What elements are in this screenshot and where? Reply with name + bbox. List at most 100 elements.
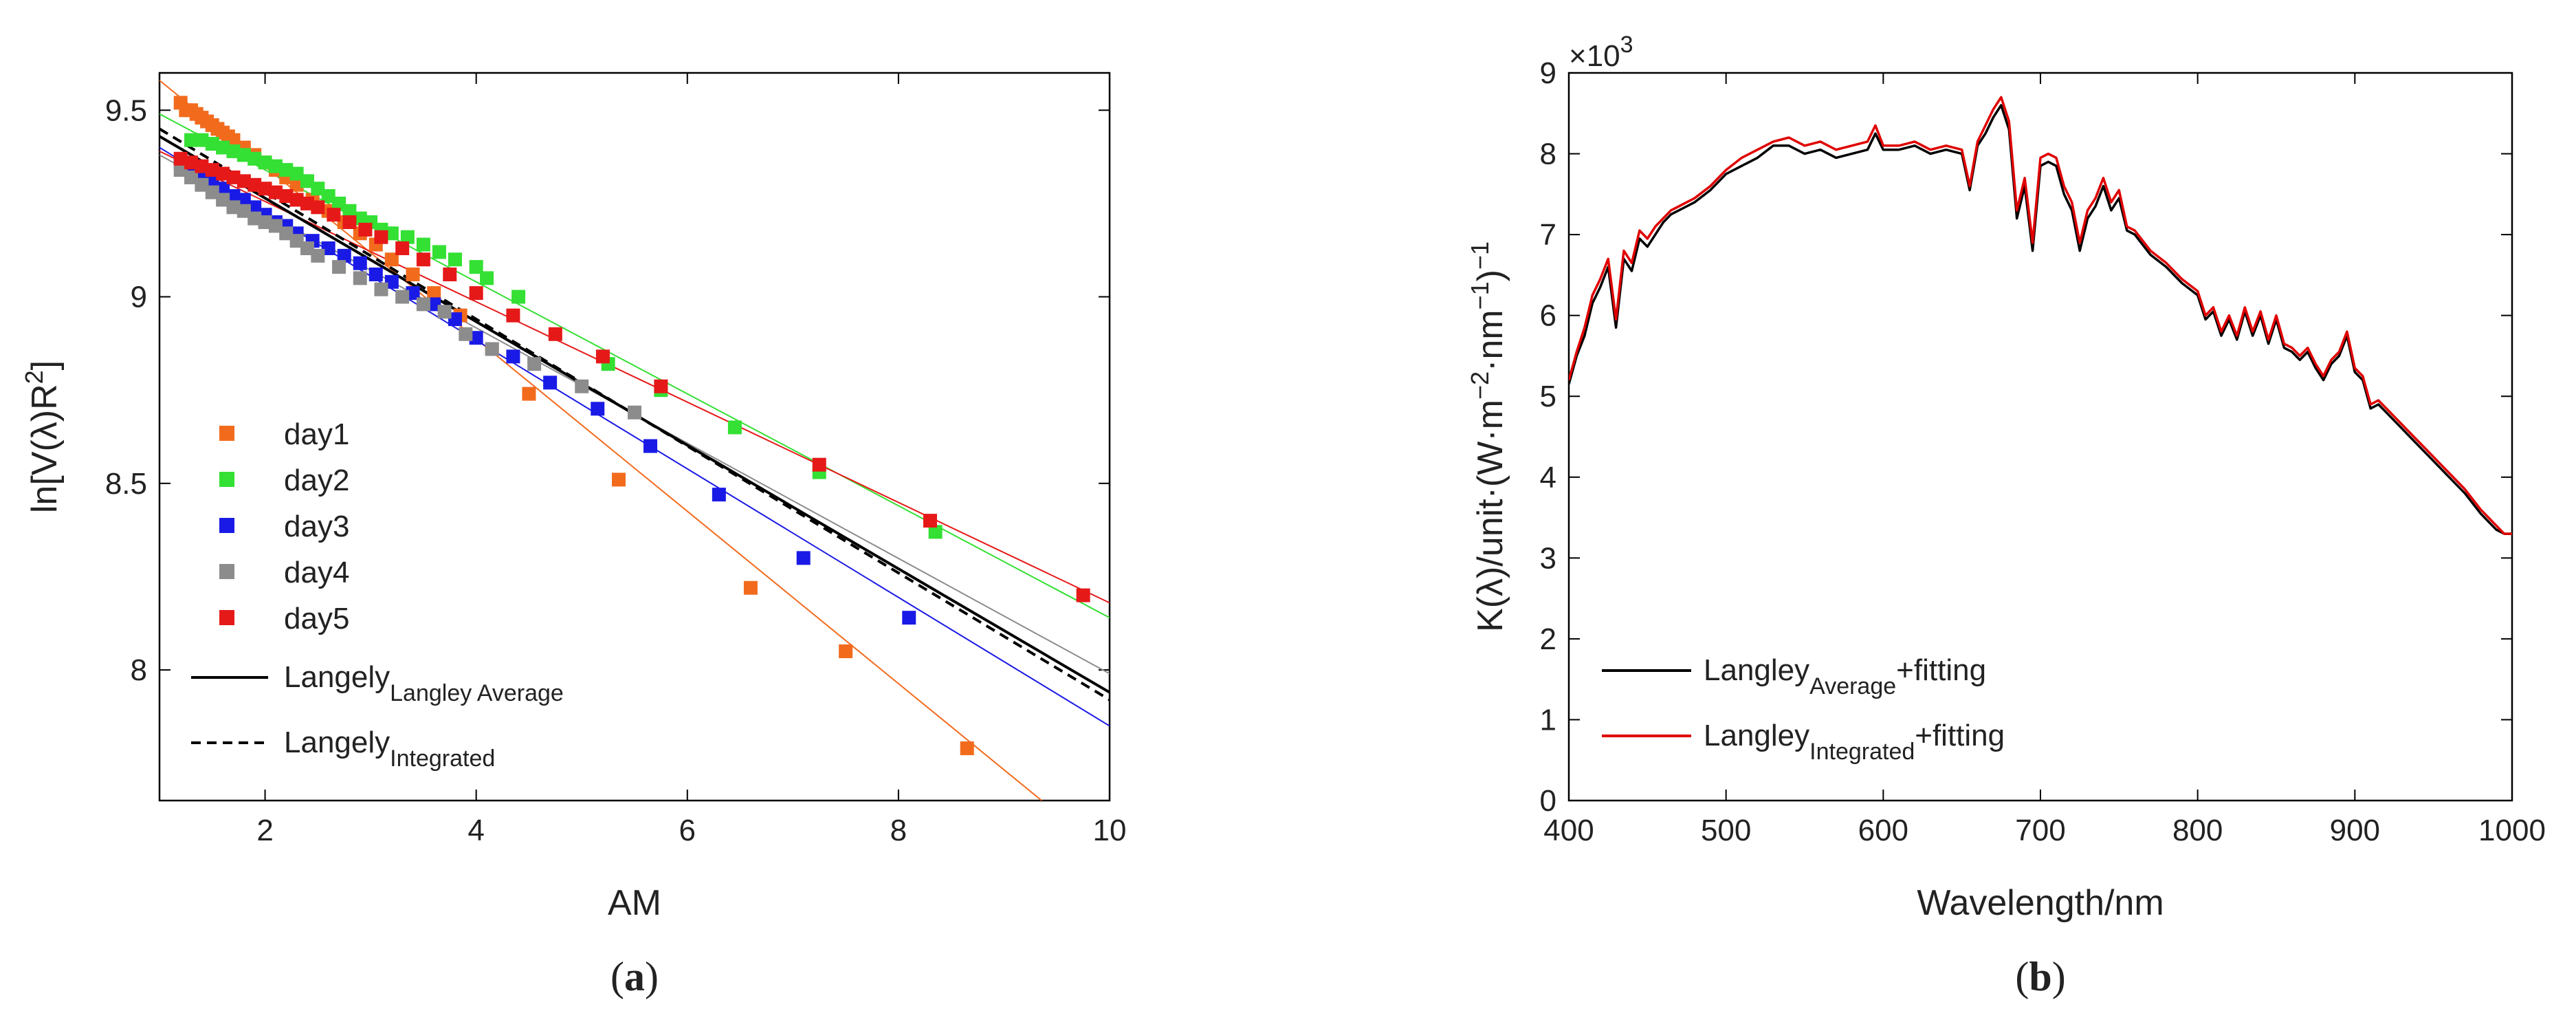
- day3-legend-marker: [219, 518, 234, 533]
- day3-point: [384, 274, 399, 289]
- panel-b-x-tick-label: 700: [2015, 814, 2065, 847]
- day4-point: [416, 297, 430, 312]
- panel-a-data-points: [173, 96, 1090, 756]
- day2-point: [289, 166, 304, 181]
- panel-b-plot-frame: [1567, 72, 2513, 802]
- day4-point: [226, 200, 241, 215]
- day2-legend-label: day2: [284, 464, 349, 497]
- day3-point: [406, 286, 420, 301]
- panel-a-x-tick-label: 4: [467, 814, 484, 847]
- panel-b-y-tick-label: 9: [1540, 56, 1556, 90]
- day5-point: [226, 170, 241, 184]
- panel-b-y-multiplier: ×103: [1569, 32, 1633, 73]
- day4-point: [184, 170, 199, 184]
- day4-point: [459, 327, 473, 341]
- panel-b-y-tick-label: 5: [1540, 380, 1556, 413]
- day3-point: [226, 189, 241, 204]
- day2-point: [384, 226, 399, 241]
- day4-legend-marker: [219, 564, 234, 579]
- panel-b-series-lines: [1569, 96, 2512, 535]
- day2-point: [432, 245, 446, 259]
- day4-point: [353, 271, 367, 285]
- day5-point: [812, 457, 826, 472]
- panel-a-legend: day1 day2 day3 day4 day5 LangelyLangley Avera…: [191, 417, 564, 772]
- day5-point: [358, 222, 373, 237]
- day5-point: [1076, 588, 1090, 602]
- panel-b-x-tick-label: 500: [1701, 814, 1751, 847]
- day1-legend-marker: [219, 426, 234, 441]
- day4-point: [527, 357, 542, 371]
- day5-point: [469, 286, 483, 301]
- day5-point: [195, 159, 209, 173]
- panel-b-x-tick-label: 600: [1858, 814, 1908, 847]
- day2-point: [400, 230, 415, 244]
- panel-b-y-tick-label: 3: [1540, 541, 1556, 575]
- day5-point: [443, 267, 457, 281]
- day1-point: [406, 267, 420, 281]
- panel-b-y-tick-label: 1: [1540, 703, 1556, 737]
- day2-point: [928, 525, 943, 539]
- day2-point: [416, 237, 430, 252]
- day2-point: [480, 271, 494, 285]
- day2-point: [321, 189, 335, 204]
- day5-fit-line: [159, 151, 1110, 604]
- day4-point: [485, 342, 499, 356]
- day4-point: [437, 305, 452, 319]
- day3-point: [205, 174, 219, 188]
- day4-point: [195, 177, 209, 192]
- day2-point: [511, 290, 526, 304]
- day3-point: [368, 267, 383, 281]
- panel-a-x-tick-label: 2: [256, 814, 273, 847]
- day3-point: [902, 611, 916, 625]
- day5-point: [173, 151, 188, 166]
- day4-point: [332, 260, 346, 274]
- day3-point: [236, 193, 251, 207]
- day5-point: [184, 155, 199, 170]
- panel-a-plot-frame: [158, 72, 1111, 802]
- day1-point: [226, 133, 241, 147]
- day5-legend-label: day5: [284, 602, 349, 635]
- day5-point: [289, 193, 304, 207]
- day1-point: [427, 286, 441, 301]
- day2-point: [216, 140, 230, 155]
- day5-point: [268, 185, 283, 199]
- day2-point: [236, 148, 251, 162]
- langely-legend-label: LangelyIntegrated: [284, 726, 495, 772]
- panel-b-x-tick-label: 900: [2330, 814, 2380, 847]
- day4-point: [205, 185, 219, 199]
- panel-b-y-tick-label: 0: [1540, 784, 1556, 818]
- day5-point: [342, 215, 357, 230]
- day1-point: [611, 472, 626, 487]
- day2-legend-marker: [219, 472, 234, 487]
- panel-b-y-tick-label: 8: [1540, 138, 1556, 171]
- day4-point: [374, 282, 388, 296]
- day3-point: [427, 297, 441, 312]
- day4-point: [300, 241, 314, 256]
- day2-point: [311, 182, 325, 196]
- day5-point: [279, 189, 294, 204]
- panel-b-chart: 400 500 600 700 800 900 1000 0 1 2 3 4 5 6 7 8 9 ×103 Wa…: [1466, 32, 2546, 999]
- day5-point: [374, 230, 388, 244]
- panel-a-ticks: 2 4 6 8 10 8 8.5 9 9.5: [105, 73, 1126, 847]
- day1-legend-label: day1: [284, 417, 349, 451]
- day3-point: [796, 551, 811, 565]
- day3-point: [591, 402, 605, 416]
- day4-point: [236, 204, 251, 218]
- day2-point: [727, 420, 742, 435]
- day2-point: [342, 204, 357, 218]
- day5-point: [395, 241, 410, 256]
- day5-point: [506, 308, 520, 323]
- langely-legend-label: LangelyLangley Average: [284, 660, 564, 706]
- day2-point: [268, 159, 283, 173]
- day2-point: [226, 144, 241, 158]
- day4-point: [311, 248, 325, 263]
- day5-legend-marker: [219, 610, 234, 625]
- day4-point: [247, 211, 262, 226]
- day1-point: [839, 644, 853, 658]
- day1-point: [384, 252, 399, 267]
- day3-point: [469, 331, 483, 345]
- langley-legend-label: LangleyIntegrated+fitting: [1704, 719, 2005, 765]
- day3-point: [543, 376, 558, 390]
- day3-point: [448, 312, 462, 327]
